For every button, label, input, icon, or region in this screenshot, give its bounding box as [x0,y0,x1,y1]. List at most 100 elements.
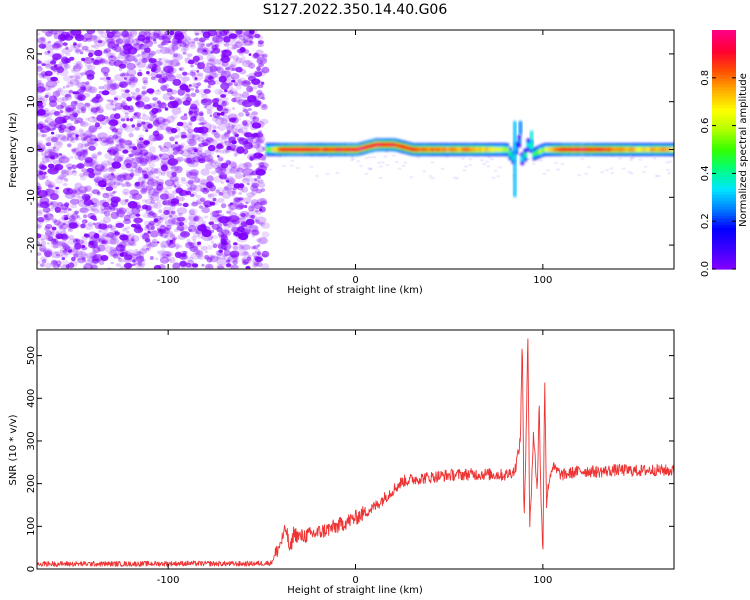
heatmap-noise-cell [185,36,191,41]
heatmap-noise-cell [79,51,84,55]
heatmap-noise-cell [227,175,234,182]
heatmap-noise-cell [155,74,162,79]
heatmap-noise-cell [160,240,171,248]
heatmap-noise-cell [249,144,253,148]
heatmap-noise-cell [74,120,80,124]
heatmap-noise-cell [169,96,175,101]
heatmap-noise-cell [179,260,188,267]
heatmap-noise-cell [141,51,151,59]
heatmap-noise-cell [256,261,263,268]
heatmap-noise-cell [254,209,259,213]
heatmap-noise-cell [232,245,239,250]
heatmap-noise-cell [208,57,216,63]
heatmap-noise-cell [241,39,247,43]
heatmap-noise-cell [93,59,100,65]
heatmap-noise-cell [159,213,169,221]
heatmap-noise-cell [184,93,191,99]
heatmap-noise-cell [54,153,61,158]
heatmap-noise-cell [45,31,53,37]
heatmap-noise-cell [240,221,248,228]
heatmap-noise-cell [164,59,171,64]
heatmap-noise-cell [259,161,268,169]
heatmap-noise-cell [156,199,162,203]
heatmap-noise-cell [38,97,44,102]
heatmap-noise-cell [224,177,229,181]
heatmap-noise-cell [114,56,120,61]
heatmap-noise-cell [79,173,85,177]
snr-x-tick-label: 0 [352,575,358,586]
heatmap-noise-cell [654,174,659,178]
heatmap-noise-cell [216,143,223,149]
heatmap-noise-cell [162,199,172,206]
heatmap-noise-cell [121,235,130,243]
heatmap-noise-cell [118,258,124,263]
heatmap-noise-cell [96,137,103,142]
heatmap-noise-cell [80,106,87,112]
heatmap-noise-cell [71,109,81,116]
heatmap-noise-cell [142,212,151,219]
heatmap-noise-cell [185,187,193,193]
heatmap-noise-cell [58,33,67,40]
heatmap-noise-cell [233,79,243,87]
heatmap-noise-cell [80,144,86,149]
heatmap-noise-cell [62,228,66,231]
heatmap-noise-cell [207,76,213,81]
heatmap-noise-cell [60,102,67,108]
colorbar-cell [712,188,736,192]
heatmap-noise-cell [211,64,216,67]
heatmap-noise-cell [169,30,175,36]
heatmap-noise-cell [181,134,187,139]
heatmap-noise-cell [116,207,127,215]
heatmap-noise-cell [56,104,64,110]
heatmap-noise-cell [114,230,119,234]
heatmap-noise-cell [74,242,82,250]
heatmap-signal-cell [331,147,335,152]
heatmap-noise-cell [99,57,107,65]
heatmap-noise-cell [58,160,63,164]
heatmap-noise-cell [252,85,258,90]
heatmap-noise-cell [169,136,175,142]
heatmap-noise-cell [206,257,213,263]
heatmap-noise-cell [85,57,89,61]
colorbar-cell [712,176,736,180]
heatmap-noise-cell [106,31,115,39]
heatmap-noise-cell [130,238,135,242]
heatmap-noise-cell [127,201,138,209]
heatmap-noise-cell [176,186,182,190]
heatmap-noise-cell [228,64,238,71]
heatmap-noise-cell [196,198,205,205]
colorbar-cell [712,86,736,91]
heatmap-signal-cell [325,147,329,152]
heatmap-noise-cell [256,54,268,62]
heatmap-noise-cell [233,123,244,131]
heatmap-noise-cell [167,148,175,155]
heatmap-noise-cell [195,85,199,89]
heatmap-noise-cell [142,167,149,174]
heatmap-noise-cell [150,155,157,161]
heatmap-noise-cell [62,209,70,214]
heatmap-noise-cell [158,57,169,66]
colorbar-cell [712,116,736,121]
heatmap-noise-cell [254,178,258,182]
heatmap-noise-cell [498,166,503,169]
heatmap-noise-cell [205,43,211,48]
heatmap-noise-cell [94,222,102,230]
heatmap-noise-cell [100,208,108,214]
heatmap-noise-cell [131,193,143,200]
heatmap-noise-cell [186,38,196,45]
heatmap-noise-cell [122,123,127,128]
heatmap-noise-cell [87,221,94,227]
heatmap-noise-cell [227,255,238,263]
heatmap-noise-cell [55,177,64,184]
heatmap-noise-cell [486,165,491,168]
heatmap-signal-cell [367,144,371,149]
heatmap-noise-cell [132,146,138,151]
heatmap-noise-cell [184,88,191,93]
heatmap-noise-cell [93,45,100,50]
heatmap-noise-cell [159,46,170,55]
heatmap-noise-cell [385,163,390,167]
heatmap-noise-cell [246,36,251,40]
heatmap-noise-cell [175,145,183,152]
heatmap-noise-cell [258,253,264,258]
